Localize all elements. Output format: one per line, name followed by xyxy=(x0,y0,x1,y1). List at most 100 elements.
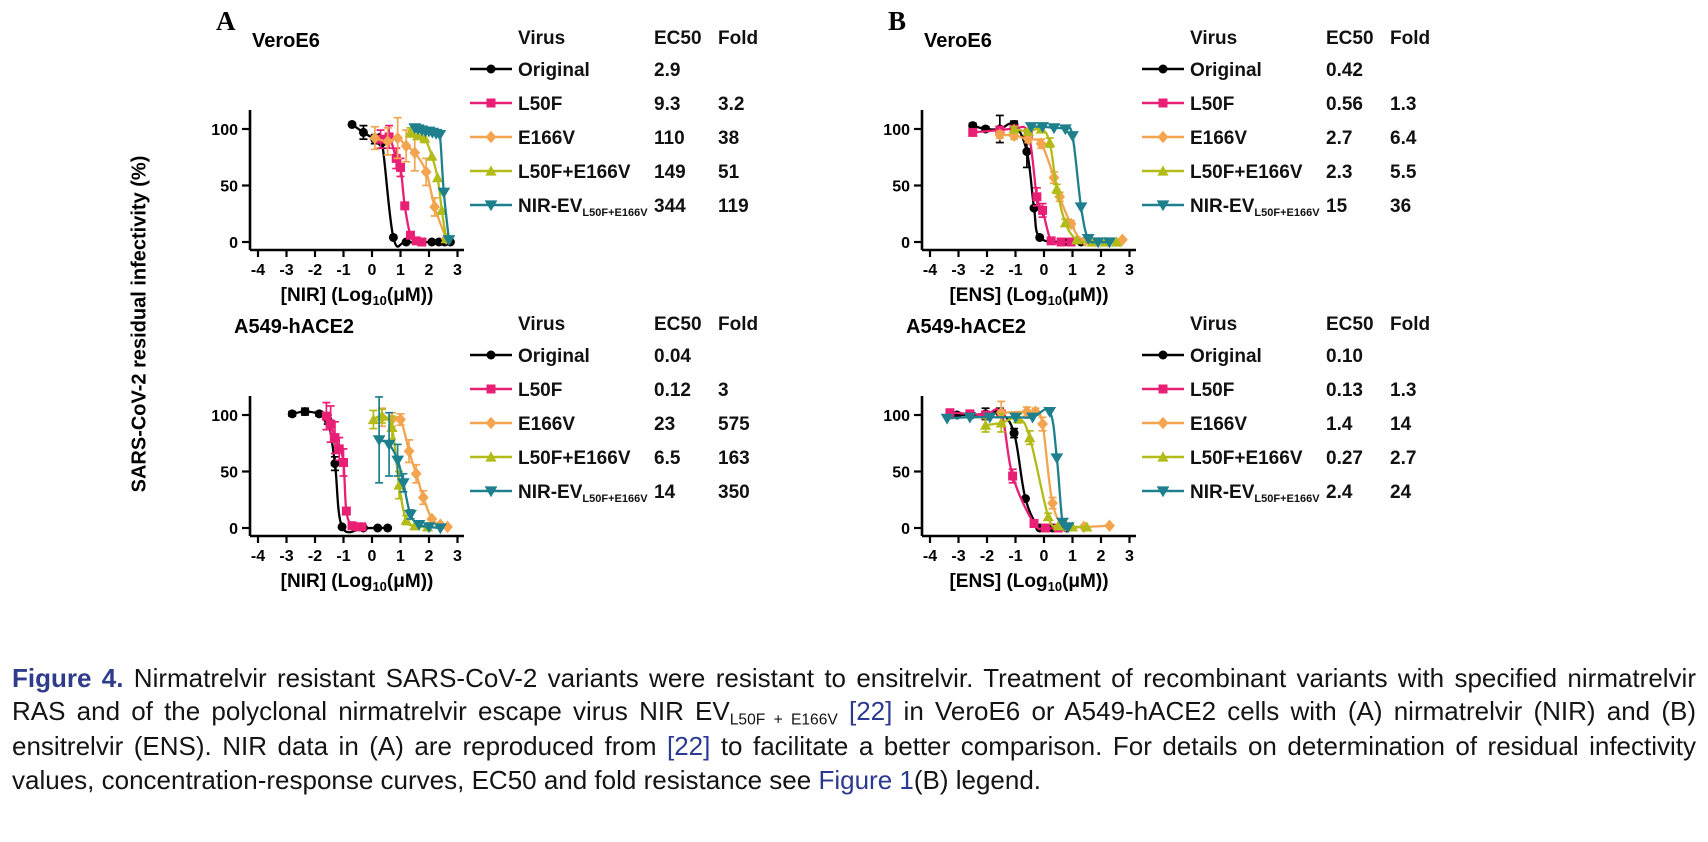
square-marker-icon xyxy=(1158,384,1168,393)
triangle-up-marker-icon xyxy=(1157,450,1169,462)
triangle-up-marker-icon xyxy=(485,164,497,176)
axes: -4 -3 -2 -1 0 1 2 3 0 50 100 xyxy=(883,396,1136,565)
legend-virus-name: E166V xyxy=(1190,414,1248,435)
triangle-down-marker-icon xyxy=(382,439,396,451)
square-marker-icon xyxy=(417,237,427,247)
legend-ec50-value: 2.7 xyxy=(1326,128,1353,149)
series-original xyxy=(287,407,393,534)
legend-marker-swatch xyxy=(470,350,512,359)
triangle-down-marker-icon xyxy=(1156,485,1170,497)
triangle-up-marker-icon xyxy=(1059,217,1071,228)
circle-marker-icon xyxy=(337,522,347,532)
legend-header-virus: Virus xyxy=(1190,314,1238,335)
triangle-up-marker-icon xyxy=(393,479,405,490)
legend-marker-swatch xyxy=(470,199,512,211)
axis-tick-label: -3 xyxy=(951,262,965,279)
square-marker-icon xyxy=(326,419,336,429)
legend-fold-value: 3 xyxy=(718,380,729,401)
legend-row: NIR-EVL50F+E166V 2.4 24 xyxy=(1140,476,1470,510)
axis-tick-label: 3 xyxy=(453,548,462,565)
triangle-down-marker-icon xyxy=(1074,202,1088,214)
legend-ec50-value: 9.3 xyxy=(654,94,681,115)
legend-row: Original 0.10 xyxy=(1140,340,1470,374)
legend-row: L50F+E166V 2.3 5.5 xyxy=(1140,156,1470,190)
circle-marker-icon xyxy=(1158,64,1168,73)
legend-row: E166V 1.4 14 xyxy=(1140,408,1470,442)
diamond-marker-icon xyxy=(1047,496,1058,510)
triangle-down-marker-icon xyxy=(484,485,498,497)
figure-1-link[interactable]: Figure 1 xyxy=(818,764,914,795)
axis-tick-label: 100 xyxy=(211,408,238,425)
diamond-marker-icon xyxy=(426,512,438,526)
legend-a549-nir: Virus EC50 Fold Original 0.04 L50F 0.12 3 E166V 2… xyxy=(468,310,798,510)
dose-response-plot-veroe6-nir: -4 -3 -2 -1 0 1 2 3 0 50 100 xyxy=(211,110,464,279)
legend-virus-name-subscript: L50F+E166V xyxy=(582,492,648,505)
axis-tick-label: 0 xyxy=(1040,262,1049,279)
caption-text: (B) legend. xyxy=(913,764,1042,795)
legend-marker xyxy=(1140,93,1190,118)
legend-row: E166V 23 575 xyxy=(468,408,798,442)
axis-tick-label: 3 xyxy=(453,262,462,279)
x-axis-label-text: [NIR] (Log xyxy=(280,285,373,306)
legend-marker-swatch xyxy=(470,64,512,73)
diamond-marker-icon xyxy=(417,491,429,504)
legend-virus-name-subscript: L50F+E166V xyxy=(1254,492,1320,505)
citation-link-22[interactable]: [22] xyxy=(666,731,711,762)
circle-marker-icon xyxy=(383,523,393,533)
axis-tick-label: -2 xyxy=(308,548,322,565)
chart-title-veroe6-nir: VeroE6 xyxy=(252,30,320,52)
legend-virus-name: L50F xyxy=(1190,380,1235,401)
series-e166v xyxy=(994,128,1128,248)
caption-subscript: L50F + E166V xyxy=(729,711,838,729)
triangle-down-marker-icon xyxy=(391,455,405,467)
series-l50f-e166v xyxy=(979,412,1093,532)
axis-tick-label: 100 xyxy=(883,408,910,425)
triangle-down-marker-icon xyxy=(1066,131,1079,142)
legend-marker-swatch xyxy=(470,384,512,393)
legend-virus-name: NIR-EVL50F+E166V xyxy=(1190,195,1320,219)
axes: -4 -3 -2 -1 0 1 2 3 0 50 100 xyxy=(883,110,1136,279)
legend-marker xyxy=(468,195,518,220)
axes: -4 -3 -2 -1 0 1 2 3 0 50 100 xyxy=(211,396,464,565)
legend-ec50-value: 149 xyxy=(654,162,686,183)
triangle-up-marker-icon xyxy=(400,514,412,525)
dose-response-curve xyxy=(291,410,388,534)
x-axis-label-subscript: 10 xyxy=(1047,293,1063,308)
circle-marker-icon xyxy=(968,121,978,131)
legend-fold-value: 163 xyxy=(718,448,750,469)
triangle-up-marker-icon xyxy=(1071,234,1083,245)
legend-marker xyxy=(468,379,518,404)
legend-marker-swatch xyxy=(1142,98,1184,107)
square-marker-icon xyxy=(339,457,348,467)
legend-ec50-value: 23 xyxy=(654,414,676,435)
axis-tick-label: 0 xyxy=(229,235,238,252)
triangle-down-marker-icon xyxy=(1024,122,1038,133)
series-nir-ev xyxy=(372,396,447,535)
square-marker-icon xyxy=(405,230,415,240)
legend-marker-swatch xyxy=(470,450,512,462)
legend-fold-value: 119 xyxy=(718,196,749,217)
x-axis-label-nir-bottom: [NIR] (Log10(μM)) xyxy=(281,571,434,594)
axis-tick-label: 100 xyxy=(211,122,238,139)
citation-link-22[interactable]: [22] xyxy=(848,696,893,727)
triangle-down-marker-icon xyxy=(963,412,977,424)
axis-tick-label: 2 xyxy=(1097,262,1106,279)
axis-tick-label: -3 xyxy=(279,548,293,565)
axis-tick-label: -1 xyxy=(1008,262,1022,279)
legend-row: E166V 110 38 xyxy=(468,122,798,156)
legend-marker xyxy=(1140,59,1190,84)
legend-header-ec50: EC50 xyxy=(654,28,702,49)
square-marker-icon xyxy=(1029,518,1039,528)
legend-marker-swatch xyxy=(470,130,512,143)
legend-marker xyxy=(1140,413,1190,438)
legend-ec50-value: 0.56 xyxy=(1326,94,1363,115)
legend-fold-value: 24 xyxy=(1390,482,1412,503)
diamond-marker-icon xyxy=(420,165,432,179)
axis-tick-label: -4 xyxy=(923,262,937,279)
dose-response-curve xyxy=(947,408,1070,531)
legend-marker-swatch xyxy=(1142,130,1184,143)
triangle-down-marker-icon xyxy=(437,187,451,199)
square-marker-icon xyxy=(1158,98,1168,107)
legend-virus-name: L50F xyxy=(518,94,563,115)
legend-fold-value: 1.3 xyxy=(1390,94,1417,115)
